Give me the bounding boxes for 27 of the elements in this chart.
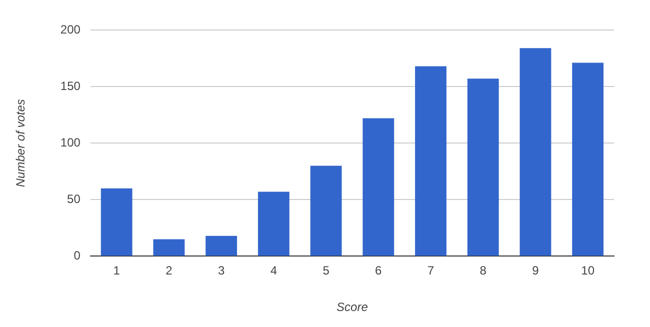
y-axis-title: Number of votes (14, 99, 28, 188)
x-tick-label: 2 (166, 264, 173, 278)
x-axis-title: Score (336, 300, 368, 314)
bar (153, 239, 185, 256)
bar (415, 66, 446, 256)
bar (310, 166, 342, 256)
x-tick-label: 3 (218, 264, 225, 278)
x-tick-label: 4 (270, 264, 278, 278)
bar (206, 236, 238, 256)
x-tick-label: 1 (113, 264, 120, 278)
bar (258, 192, 290, 256)
x-tick-label: 5 (322, 264, 330, 278)
y-tick-label: 200 (60, 22, 81, 36)
bar (467, 78, 499, 256)
bar (520, 48, 552, 256)
x-tick-label: 6 (375, 264, 382, 278)
bar (572, 62, 604, 256)
y-tick-label: 0 (74, 248, 81, 263)
bar (362, 118, 394, 256)
x-tick-label: 10 (581, 264, 595, 278)
x-tick-label: 7 (427, 264, 434, 278)
x-tick-label: 8 (480, 264, 487, 278)
y-tick-label: 50 (67, 192, 81, 206)
bar (100, 188, 132, 256)
x-tick-label: 9 (532, 264, 540, 278)
y-tick-label: 100 (60, 135, 81, 150)
y-tick-label: 150 (60, 78, 81, 93)
